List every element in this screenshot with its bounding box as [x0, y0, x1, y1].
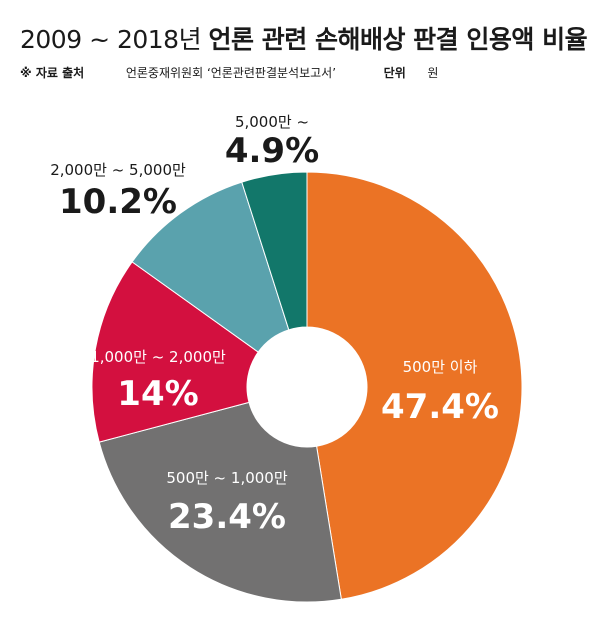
slice-value-label-3: 10.2%: [59, 182, 177, 222]
title-prefix: 2009 ~ 2018년: [20, 25, 202, 54]
slice-category-label-4: 5,000만 ~: [235, 113, 309, 131]
source-line: ※ 자료 출처 언론중재위원회 ‘언론관련판결분석보고서’ 단위 원: [20, 64, 444, 81]
source-label: ※ 자료 출처: [20, 66, 85, 80]
source-text: 언론중재위원회 ‘언론관련판결분석보고서’: [125, 66, 337, 80]
slice-0: [306, 171, 523, 600]
slice-3: [131, 181, 290, 353]
slice-2: [91, 261, 259, 443]
unit-value: 원: [427, 66, 439, 80]
title-main: 언론 관련 손해배상 판결 인용액 비율: [208, 25, 588, 54]
slice-value-label-2: 14%: [117, 374, 198, 414]
slice-value-label-0: 47.4%: [381, 387, 499, 427]
slice-1: [98, 401, 342, 603]
slice-value-label-1: 23.4%: [168, 497, 286, 537]
slice-4: [241, 171, 308, 331]
unit-label: 단위: [383, 66, 406, 80]
slice-category-label-2: 1,000만 ~ 2,000만: [90, 348, 226, 366]
slice-category-label-0: 500만 이하: [403, 358, 478, 376]
slice-value-label-4: 4.9%: [225, 131, 319, 171]
slice-category-label-1: 500만 ~ 1,000만: [166, 469, 287, 487]
slice-category-label-3: 2,000만 ~ 5,000만: [50, 161, 186, 179]
chart-title: 2009 ~ 2018년 언론 관련 손해배상 판결 인용액 비율: [20, 20, 588, 56]
